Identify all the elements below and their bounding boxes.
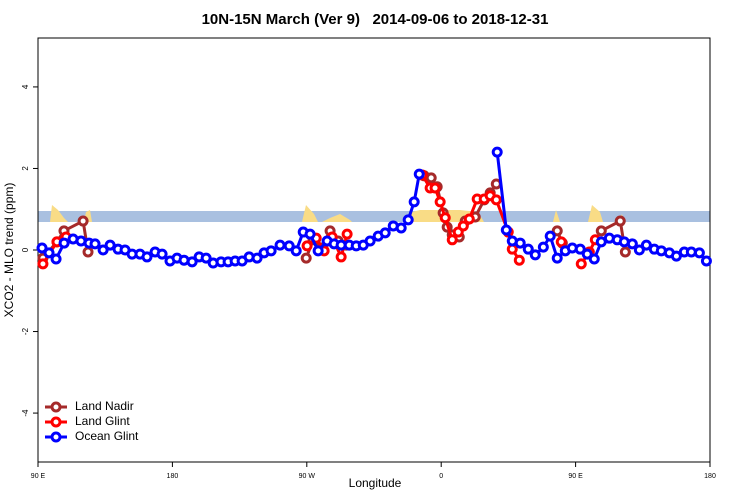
- data-point: [186, 256, 198, 268]
- data-point: [619, 246, 631, 258]
- series: [36, 146, 712, 269]
- legend-label: Land Glint: [75, 414, 130, 428]
- data-point: [439, 212, 451, 224]
- data-point: [574, 243, 586, 255]
- data-point: [408, 196, 420, 208]
- x-axis-title: Longitude: [349, 476, 402, 490]
- y-tick-label: -2: [21, 327, 30, 335]
- data-point: [522, 243, 534, 255]
- data-point: [490, 194, 502, 206]
- data-point: [500, 224, 512, 236]
- data-point: [395, 222, 407, 234]
- data-point: [513, 254, 525, 266]
- legend-swatch-point: [50, 401, 62, 413]
- data-point: [491, 146, 503, 158]
- data-point: [595, 225, 607, 237]
- data-point: [413, 168, 425, 180]
- data-point: [82, 246, 94, 258]
- data-point: [555, 236, 567, 248]
- data-point: [300, 252, 312, 264]
- x-tick-label: 180: [167, 473, 179, 480]
- data-point: [156, 248, 168, 260]
- data-point: [77, 215, 89, 227]
- legend-label: Land Nadir: [75, 399, 134, 413]
- background-band: [38, 205, 710, 222]
- data-point: [104, 239, 116, 251]
- data-point: [402, 214, 414, 226]
- data-point: [58, 237, 70, 249]
- data-point: [312, 245, 324, 257]
- data-point: [626, 238, 638, 250]
- data-point: [514, 237, 526, 249]
- y-tick-label: 2: [21, 166, 30, 171]
- data-point: [614, 215, 626, 227]
- data-point: [379, 227, 391, 239]
- data-point: [429, 182, 441, 194]
- legend-swatch-point: [50, 431, 62, 443]
- legend-swatch-point: [50, 416, 62, 428]
- data-point: [364, 235, 376, 247]
- data-point: [551, 252, 563, 264]
- y-tick-label: 4: [21, 84, 30, 89]
- data-point: [633, 244, 645, 256]
- y-tick-label: -4: [21, 409, 30, 417]
- data-point: [463, 213, 475, 225]
- data-point: [290, 245, 302, 257]
- data-point: [457, 220, 469, 232]
- data-point: [529, 249, 541, 261]
- data-point: [588, 253, 600, 265]
- data-point: [36, 242, 48, 254]
- data-point: [43, 247, 55, 259]
- data-point: [670, 250, 682, 262]
- data-point: [274, 239, 286, 251]
- data-point: [89, 238, 101, 250]
- data-point: [575, 258, 587, 270]
- data-point: [50, 253, 62, 265]
- data-point: [640, 239, 652, 251]
- chart-title: 10N-15N March (Ver 9) 2014-09-06 to 2018…: [202, 11, 549, 28]
- y-tick-label: 0: [21, 247, 30, 252]
- data-point: [537, 241, 549, 253]
- coverage-band: [38, 211, 710, 222]
- data-point: [301, 240, 313, 252]
- data-point: [97, 244, 109, 256]
- x-tick-label: 0: [439, 473, 443, 480]
- data-point: [265, 245, 277, 257]
- y-axis-title: XCO2 - MLO trend (ppm): [2, 183, 16, 318]
- data-point: [141, 251, 153, 263]
- x-tick-label: 90 W: [299, 473, 316, 480]
- data-point: [304, 228, 316, 240]
- x-tick-label: 180: [704, 473, 716, 480]
- data-point: [283, 240, 295, 252]
- x-tick-label: 90 E: [568, 473, 583, 480]
- data-point: [693, 247, 705, 259]
- data-point: [446, 234, 458, 246]
- data-point: [425, 172, 437, 184]
- data-point: [341, 228, 353, 240]
- data-point: [200, 252, 212, 264]
- data-point: [251, 252, 263, 264]
- data-point: [700, 255, 712, 267]
- data-point: [551, 225, 563, 237]
- data-point: [544, 230, 556, 242]
- x-tick-label: 90 E: [31, 473, 46, 480]
- data-point: [581, 248, 593, 260]
- data-point: [37, 258, 49, 270]
- legend-label: Ocean Glint: [75, 429, 139, 443]
- data-point: [335, 251, 347, 263]
- data-point: [434, 196, 446, 208]
